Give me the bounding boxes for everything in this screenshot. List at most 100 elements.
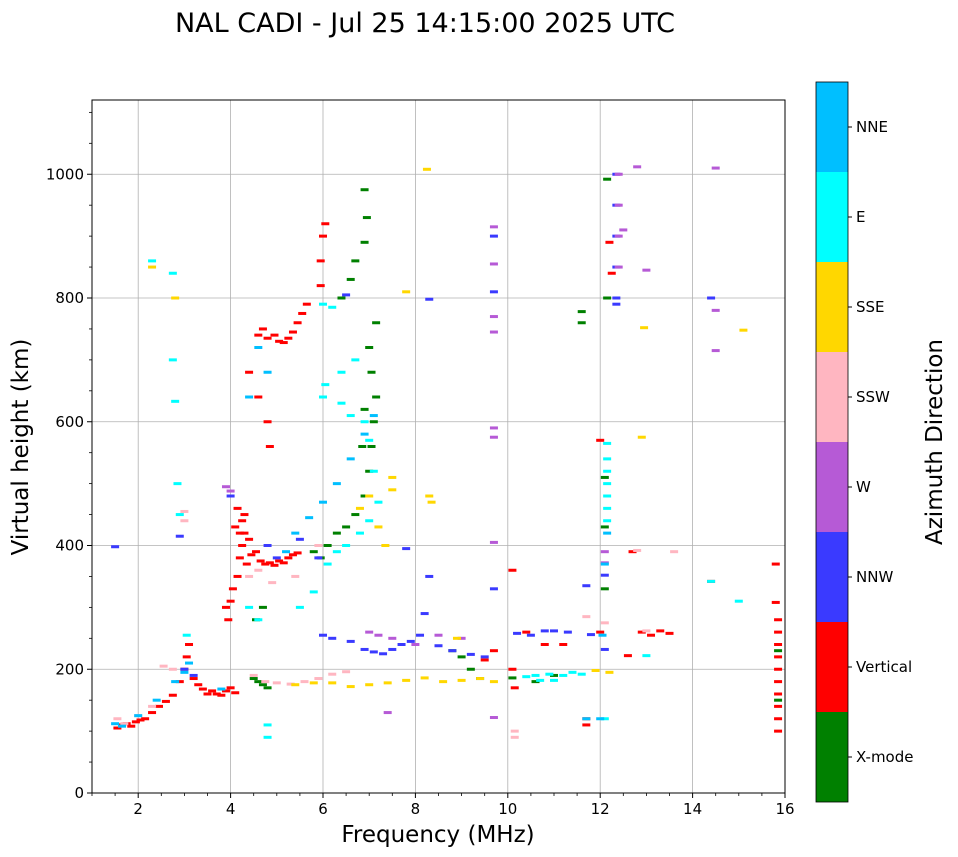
data-point-x-mode <box>457 655 466 659</box>
colorbar-segment <box>816 262 848 352</box>
data-point-e <box>337 401 346 405</box>
data-point-nnw <box>600 573 609 577</box>
data-point-w <box>614 203 623 207</box>
data-point-x-mode <box>508 676 517 680</box>
y-axis: 0 200 400 600 800 1000 <box>46 111 92 802</box>
data-point-x-mode <box>360 494 369 498</box>
data-point-nnw <box>360 647 369 651</box>
data-point-e <box>577 672 586 676</box>
data-point-vertical <box>231 525 240 529</box>
data-point-vertical <box>628 550 637 554</box>
data-point-vertical <box>263 420 272 424</box>
data-point-nne <box>171 680 180 684</box>
data-point-sse <box>640 326 649 330</box>
data-point-vertical <box>256 559 265 563</box>
data-point-ssw <box>342 670 351 674</box>
data-point-w <box>374 633 383 637</box>
y-tick-label: 600 <box>55 413 84 431</box>
x-tick-label: 16 <box>775 800 794 818</box>
data-point-e <box>568 670 577 674</box>
data-point-sse <box>388 475 397 479</box>
data-point-x-mode <box>774 698 783 702</box>
data-point-ssw <box>120 722 129 726</box>
y-tick-label: 0 <box>74 784 84 802</box>
colorbar-segment <box>816 442 848 532</box>
data-point-sse <box>422 167 431 171</box>
data-point-vertical <box>774 692 783 696</box>
x-tick-label: 14 <box>683 800 702 818</box>
x-axis: 2 4 6 8 10 12 14 16 <box>91 793 795 818</box>
data-point-x-mode <box>323 544 332 547</box>
data-point-vertical <box>774 643 783 646</box>
data-point-x-mode <box>367 445 376 448</box>
data-point-x-mode <box>263 686 272 690</box>
data-point-ssw <box>510 735 519 739</box>
data-point-vertical <box>252 550 261 554</box>
data-point-vertical <box>175 680 184 684</box>
data-point-e <box>263 735 272 739</box>
data-point-nnw <box>272 556 281 560</box>
data-point-nne <box>603 531 612 535</box>
data-point-ssw <box>272 681 281 685</box>
data-point-x-mode <box>258 605 267 609</box>
data-point-ssw <box>180 509 189 513</box>
data-point-e <box>168 271 177 275</box>
data-point-sse <box>148 265 157 269</box>
data-point-vertical <box>189 677 198 681</box>
data-point-nnw <box>402 547 411 551</box>
data-point-vertical <box>316 259 325 263</box>
data-point-vertical <box>148 711 157 715</box>
data-point-e <box>603 506 612 510</box>
data-point-nnw <box>111 545 120 549</box>
data-point-sse <box>365 494 374 498</box>
data-point-vertical <box>774 704 783 708</box>
data-point-vertical <box>226 686 235 690</box>
data-point-x-mode <box>550 673 558 677</box>
colorbar-tick-label: NNE <box>856 118 888 136</box>
data-point-nnw <box>379 652 388 656</box>
data-point-nne <box>598 633 607 637</box>
data-point-e <box>365 519 374 523</box>
colorbar-tick-label: SSW <box>856 388 890 406</box>
data-point-e <box>369 469 378 473</box>
data-point-vertical <box>656 629 665 633</box>
data-point-e <box>346 414 355 418</box>
data-point-x-mode <box>362 216 371 220</box>
data-point-nnw <box>526 633 535 637</box>
data-point-w <box>489 330 498 334</box>
data-point-sse <box>489 680 498 684</box>
colorbar-frame <box>815 81 849 803</box>
data-point-e <box>374 500 383 504</box>
data-point-sse <box>402 678 411 682</box>
data-point-e <box>600 717 609 721</box>
data-point-nnw <box>263 544 272 547</box>
data-point-vertical <box>771 562 780 566</box>
data-point-e <box>603 494 612 498</box>
data-point-vertical <box>623 654 632 658</box>
data-point-vertical <box>242 562 251 566</box>
data-point-ssw <box>286 682 295 686</box>
data-point-vertical <box>508 568 517 572</box>
data-point-e <box>332 550 341 554</box>
data-point-ssw <box>113 717 122 721</box>
data-point-w <box>489 540 498 544</box>
data-point-sse <box>402 290 411 294</box>
chart-title: NAL CADI - Jul 25 14:15:00 2025 UTC <box>175 8 675 39</box>
data-point-x-mode <box>337 296 346 300</box>
data-point-ssw <box>670 550 679 554</box>
data-point-w <box>226 489 235 493</box>
data-point-vertical <box>275 339 284 343</box>
data-point-nnw <box>420 612 429 616</box>
data-point-w <box>633 165 642 169</box>
data-point-e <box>309 590 318 594</box>
data-point-sse <box>388 488 397 492</box>
data-point-vertical <box>605 240 614 244</box>
colorbar-segment <box>816 712 848 802</box>
data-point-vertical <box>258 327 267 331</box>
data-point-nnw <box>600 647 609 651</box>
data-point-sse <box>637 435 646 439</box>
data-point-vertical <box>265 561 274 565</box>
data-point-vertical <box>224 618 233 622</box>
data-point-w <box>489 716 498 720</box>
